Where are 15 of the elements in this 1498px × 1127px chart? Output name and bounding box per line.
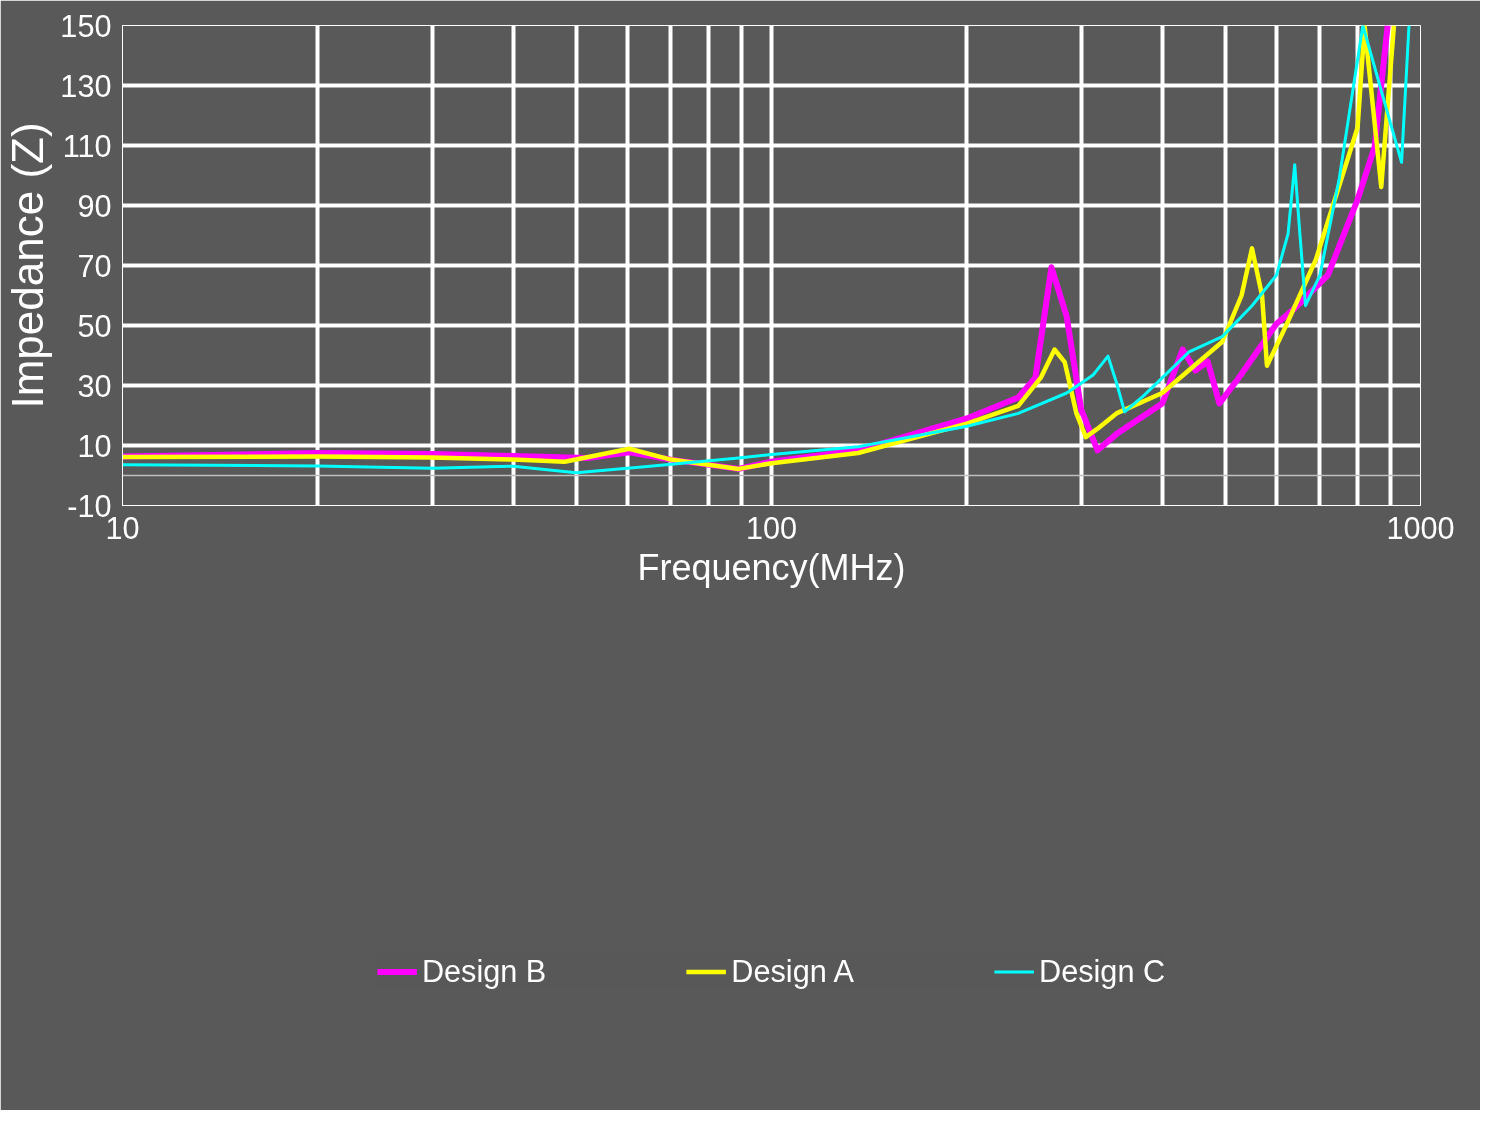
y-tick-label: 150 [60, 8, 112, 43]
y-axis-title: Impedance (Z) [3, 122, 53, 409]
y-tick-label: 130 [60, 68, 112, 103]
legend-label: Design A [731, 953, 855, 989]
x-axis-title: Frequency(MHz) [637, 546, 906, 588]
x-tick-label: 1000 [1386, 510, 1455, 545]
y-tick-label: 110 [62, 128, 112, 163]
x-tick-label: 100 [745, 510, 798, 545]
legend-label: Design B [421, 953, 547, 989]
y-tick-label: 30 [77, 368, 112, 403]
y-tick-label: 90 [77, 188, 112, 223]
y-tick-label: 50 [77, 308, 112, 343]
legend-label: Design C [1039, 953, 1166, 989]
y-tick-label: 10 [77, 428, 112, 463]
y-tick-label: 70 [77, 248, 112, 283]
